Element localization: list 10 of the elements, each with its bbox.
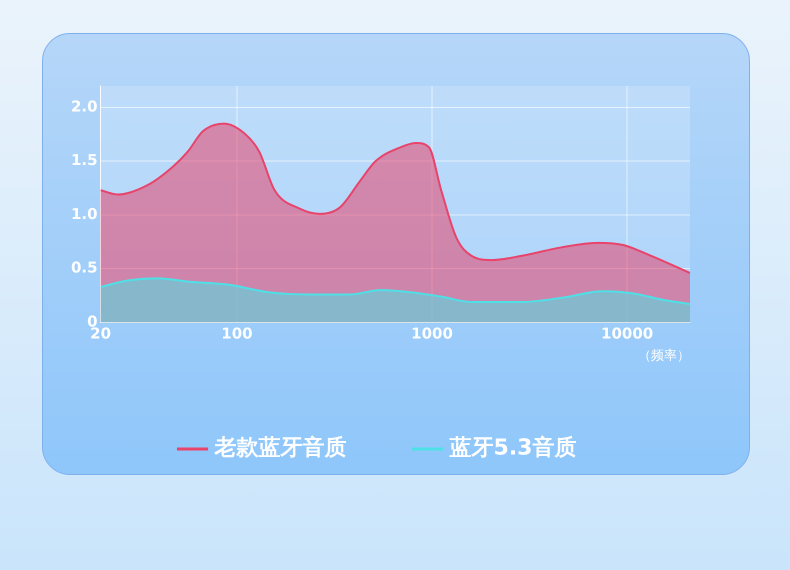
legend-label: 老款蓝牙音质 <box>214 434 347 461</box>
x-axis-title: （频率） <box>638 348 690 364</box>
x-tick-label: 100 <box>221 324 253 342</box>
y-tick-label: 1.0 <box>70 204 98 223</box>
y-tick-label: 2.0 <box>70 97 98 116</box>
x-tick-label: 1000 <box>411 324 453 342</box>
x-tick-label: 10000 <box>601 324 654 342</box>
legend-label: 蓝牙5.3音质 <box>448 434 576 461</box>
y-tick-label: 1.5 <box>70 151 98 170</box>
y-tick-label: 0.5 <box>70 258 98 277</box>
